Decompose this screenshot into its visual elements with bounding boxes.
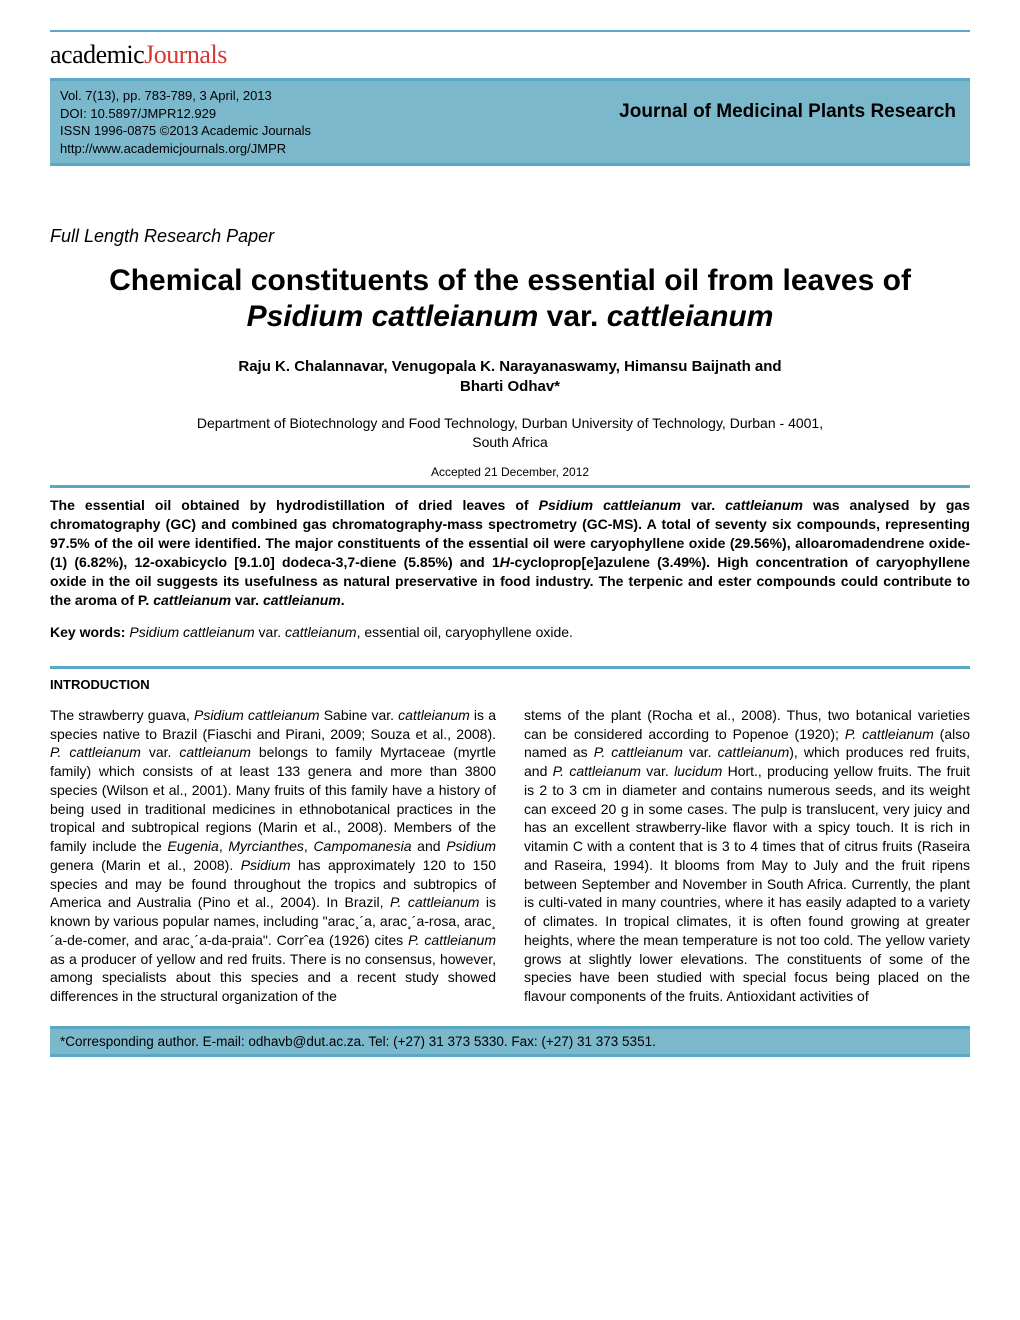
abstract: The essential oil obtained by hydrodisti… bbox=[50, 496, 970, 609]
affiliation-line-2: South Africa bbox=[50, 433, 970, 452]
column-right: stems of the plant (Rocha et al., 2008).… bbox=[524, 706, 970, 1006]
body-columns: The strawberry guava, Psidium cattleianu… bbox=[50, 706, 970, 1006]
affiliation-line-1: Department of Biotechnology and Food Tec… bbox=[50, 414, 970, 433]
authors-line-2: Bharti Odhav* bbox=[50, 377, 970, 397]
title-ital-1: Psidium cattleianum bbox=[247, 300, 539, 333]
journal-name: Journal of Medicinal Plants Research bbox=[427, 81, 970, 163]
logo-part-1: academic bbox=[50, 40, 144, 69]
affiliation: Department of Biotechnology and Food Tec… bbox=[50, 414, 970, 452]
title-ital-2: cattleianum bbox=[607, 300, 774, 333]
column-left: The strawberry guava, Psidium cattleianu… bbox=[50, 706, 496, 1006]
paper-type: Full Length Research Paper bbox=[50, 226, 970, 247]
keywords-label: Key words: bbox=[50, 624, 129, 640]
top-rule bbox=[50, 30, 970, 32]
accepted-date: Accepted 21 December, 2012 bbox=[50, 465, 970, 479]
corresponding-author-footer: *Corresponding author. E-mail: odhavb@du… bbox=[50, 1026, 970, 1057]
authors-line-1: Raju K. Chalannavar, Venugopala K. Naray… bbox=[50, 357, 970, 377]
rule-below-keywords bbox=[50, 666, 970, 669]
rule-above-abstract bbox=[50, 485, 970, 488]
keywords-text: Psidium cattleianum var. cattleianum, es… bbox=[129, 624, 573, 640]
volume-line: Vol. 7(13), pp. 783-789, 3 April, 2013 bbox=[60, 87, 417, 105]
authors: Raju K. Chalannavar, Venugopala K. Naray… bbox=[50, 357, 970, 398]
article-title: Chemical constituents of the essential o… bbox=[50, 263, 970, 335]
header-meta: Vol. 7(13), pp. 783-789, 3 April, 2013 D… bbox=[50, 81, 427, 163]
issn-line: ISSN 1996-0875 ©2013 Academic Journals bbox=[60, 122, 417, 140]
header-banner: Vol. 7(13), pp. 783-789, 3 April, 2013 D… bbox=[50, 78, 970, 166]
title-mid: var. bbox=[538, 300, 606, 333]
title-pre: Chemical constituents of the essential o… bbox=[109, 264, 911, 297]
logo-part-2: Journals bbox=[144, 40, 227, 69]
section-introduction: INTRODUCTION bbox=[50, 677, 970, 692]
keywords: Key words: Psidium cattleianum var. catt… bbox=[50, 624, 970, 640]
doi-line: DOI: 10.5897/JMPR12.929 bbox=[60, 105, 417, 123]
url-line: http://www.academicjournals.org/JMPR bbox=[60, 140, 417, 158]
publisher-logo: academicJournals bbox=[50, 40, 970, 70]
